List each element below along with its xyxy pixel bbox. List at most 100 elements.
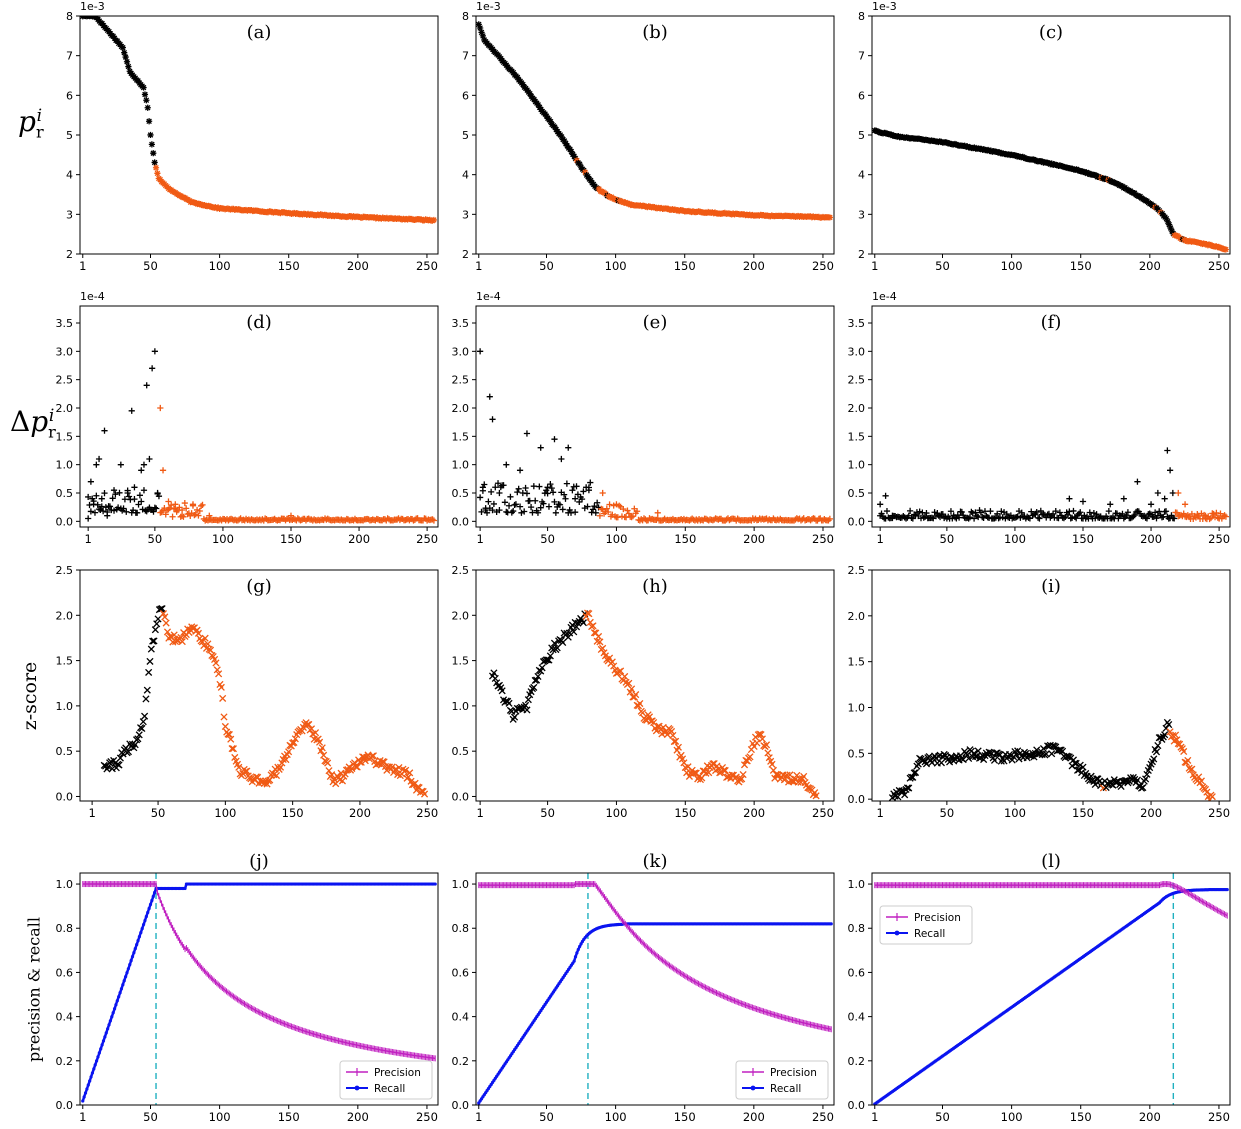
y-tick-label: 1.5	[848, 430, 866, 443]
data-point	[121, 496, 129, 503]
data-point	[573, 483, 580, 490]
data-point	[558, 133, 565, 140]
recall-point	[578, 944, 582, 949]
data-point	[348, 764, 356, 773]
data-point	[674, 743, 682, 751]
data-point	[1119, 510, 1126, 517]
y-tick-label: 0.0	[452, 1099, 470, 1112]
data-point	[543, 487, 550, 494]
recall-point	[108, 1019, 113, 1023]
panel-e: 0.00.51.01.52.02.53.03.51 50 100 150 200 2501…	[452, 290, 835, 546]
data-point	[1146, 510, 1153, 517]
x-tick-label: 100	[1001, 1110, 1023, 1124]
data-point	[162, 619, 170, 627]
data-point	[1143, 515, 1151, 522]
x-tick-label: 200	[1139, 1110, 1161, 1124]
data-point	[198, 502, 205, 510]
panel-label: (c)	[1039, 22, 1063, 43]
data-point	[1147, 501, 1155, 508]
data-point	[910, 769, 918, 777]
recall-point	[1225, 887, 1229, 892]
y-tick-label: 0.8	[56, 922, 74, 935]
data-point	[1056, 509, 1063, 516]
x-tick-label: 250	[812, 1110, 834, 1124]
x-tick-label: 1	[877, 532, 884, 546]
legend: Precision Recall	[879, 905, 973, 945]
data-point	[140, 461, 148, 468]
data-point	[508, 509, 515, 516]
plot-area	[488, 609, 820, 800]
recall-point	[133, 947, 137, 951]
data-point	[1037, 507, 1044, 514]
y-tick-label: 0.2	[452, 1055, 470, 1068]
data-point	[1120, 495, 1127, 502]
data-point	[663, 730, 671, 739]
data-point	[646, 515, 653, 522]
data-point	[595, 504, 602, 511]
data-point	[628, 514, 635, 521]
data-point	[136, 492, 143, 499]
data-point	[1060, 515, 1068, 522]
data-point	[1133, 776, 1141, 784]
data-point	[139, 718, 147, 726]
data-point	[485, 498, 492, 505]
x-tick-label: 250	[416, 806, 438, 820]
panel-label: (l)	[1041, 851, 1061, 872]
data-point	[420, 790, 429, 798]
x-tick-label: 50	[540, 532, 555, 546]
data-point	[496, 506, 503, 514]
y-tick-label: 0.0	[56, 515, 74, 528]
recall-point	[104, 1031, 108, 1035]
panel-label: (g)	[246, 576, 272, 597]
y-tick-label: 2.0	[56, 609, 74, 622]
recall-point	[576, 947, 580, 952]
data-point	[599, 644, 607, 652]
data-point	[594, 499, 601, 506]
data-point	[1042, 750, 1050, 758]
data-point	[1180, 510, 1187, 517]
x-tick-label: 100	[605, 532, 627, 546]
data-point	[131, 741, 139, 749]
data-point	[1166, 221, 1173, 228]
recall-point	[103, 1035, 107, 1039]
recall-point	[118, 991, 122, 995]
data-point	[518, 509, 525, 516]
data-point	[1073, 515, 1080, 522]
y-tick-label: 0.6	[452, 966, 470, 979]
x-tick-label: 50	[143, 259, 158, 273]
data-point	[594, 632, 603, 641]
data-point	[1222, 246, 1229, 253]
y-tick-label: 3.5	[848, 317, 866, 330]
data-point	[738, 775, 746, 783]
data-point	[587, 479, 594, 486]
data-point	[481, 481, 488, 488]
data-point	[551, 436, 558, 443]
y-tick-label: 3	[858, 208, 865, 221]
data-point	[1052, 508, 1059, 515]
row-label-pr: pri	[18, 105, 44, 142]
y-tick-label: 1.0	[848, 878, 866, 891]
data-point	[774, 516, 781, 523]
recall-point	[148, 902, 153, 907]
data-point	[965, 754, 973, 762]
data-point	[568, 148, 575, 155]
data-point	[311, 729, 320, 737]
data-point	[150, 637, 158, 645]
y-tick-label: 2.5	[56, 564, 74, 577]
data-point	[780, 776, 788, 784]
data-point	[305, 720, 313, 729]
data-point	[492, 484, 499, 491]
data-point	[889, 512, 896, 519]
data-point	[1105, 508, 1112, 515]
y-tick-label: 2.5	[848, 374, 866, 387]
x-tick-label: 100	[1004, 806, 1026, 820]
data-point	[1166, 728, 1174, 736]
data-point	[169, 638, 177, 646]
data-point	[1181, 501, 1189, 508]
data-point	[572, 495, 579, 502]
data-point	[521, 508, 528, 515]
data-point	[753, 739, 761, 747]
plot-area	[888, 718, 1216, 801]
x-tick-label: 1	[871, 1110, 878, 1124]
data-point	[488, 488, 495, 495]
